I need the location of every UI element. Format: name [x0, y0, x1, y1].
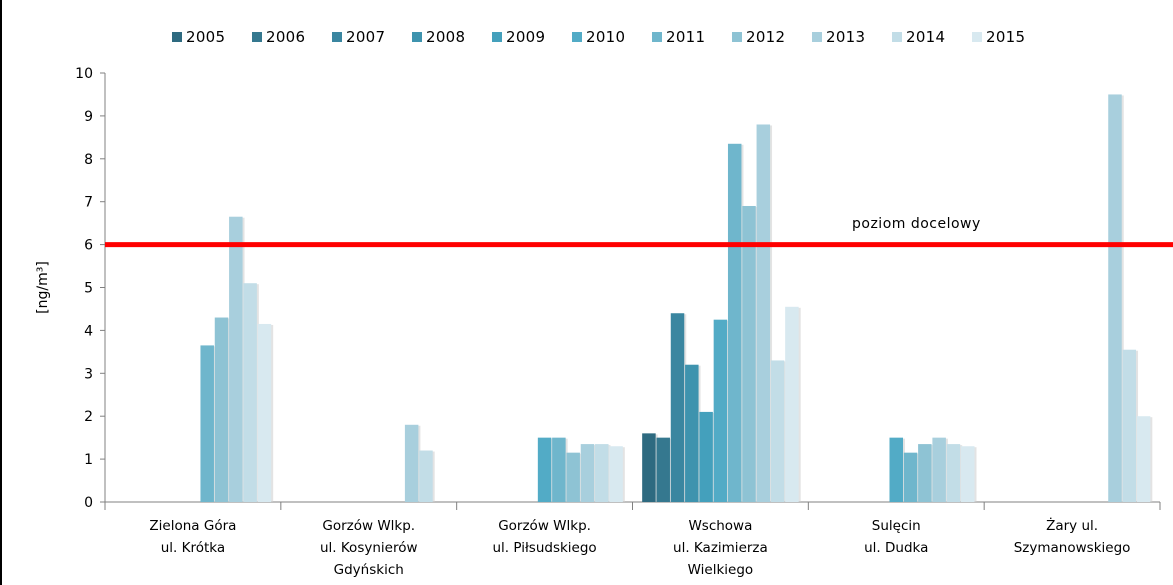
x-category-label: ul. Kazimierza	[673, 540, 768, 556]
legend-label: 2008	[426, 28, 465, 46]
x-category-label: Wielkiego	[688, 562, 754, 578]
y-tick-label: 5	[84, 281, 93, 297]
x-category-label: Szymanowskiego	[1014, 540, 1131, 556]
y-tick-label: 6	[84, 238, 93, 254]
bar	[699, 411, 713, 502]
bar	[595, 444, 609, 502]
bar	[961, 446, 975, 502]
bar	[918, 444, 932, 502]
y-tick-label: 3	[84, 366, 93, 382]
y-tick-label: 4	[84, 323, 93, 339]
legend-swatch	[332, 32, 342, 42]
legend-swatch	[812, 32, 822, 42]
x-category-label: Gorzów Wlkp.	[322, 518, 415, 534]
bar	[946, 444, 961, 502]
bar	[785, 306, 799, 502]
legend-swatch	[172, 32, 182, 42]
bar	[1136, 416, 1151, 502]
x-category-label: ul. Krótka	[161, 540, 225, 556]
y-axis-label: [ng/m³]	[35, 261, 51, 314]
bar	[756, 124, 771, 502]
legend-swatch	[492, 32, 502, 42]
bar	[713, 319, 728, 502]
bar	[903, 452, 918, 502]
bar	[742, 205, 756, 503]
legend-label: 2015	[986, 28, 1025, 46]
bar	[727, 143, 742, 502]
legend-swatch	[732, 32, 742, 42]
bar	[229, 216, 243, 502]
legend-label: 2011	[666, 28, 705, 46]
legend-label: 2007	[346, 28, 385, 46]
bar	[552, 437, 566, 502]
legend-label: 2009	[506, 28, 545, 46]
bar	[932, 437, 946, 502]
bar	[656, 437, 670, 502]
x-category-label: Gdyńskich	[334, 562, 404, 578]
bar	[404, 424, 419, 502]
x-category-label: ul. Dudka	[864, 540, 928, 556]
bar	[419, 450, 433, 502]
y-tick-label: 0	[84, 495, 93, 511]
y-tick-label: 10	[75, 66, 93, 82]
legend-label: 2010	[586, 28, 625, 46]
x-category-label: ul. Piłsudskiego	[492, 540, 596, 556]
legend-label: 2005	[186, 28, 225, 46]
x-category-label: ul. Kosynierów	[320, 540, 418, 556]
bar	[889, 437, 903, 502]
legend-swatch	[252, 32, 262, 42]
x-category-label: Zielona Góra	[149, 518, 236, 534]
legend-swatch	[972, 32, 982, 42]
bar	[770, 360, 785, 502]
left-border	[0, 0, 2, 585]
bar	[1108, 94, 1122, 502]
bar	[670, 313, 685, 502]
legend-swatch	[412, 32, 422, 42]
y-tick-label: 7	[84, 195, 93, 211]
bar	[685, 364, 699, 502]
bar	[642, 433, 656, 502]
x-category-label: Sulęcin	[872, 518, 921, 534]
y-tick-label: 2	[84, 409, 93, 425]
bar	[580, 444, 595, 502]
x-category-label: Żary ul.	[1046, 516, 1098, 534]
legend-label: 2013	[826, 28, 865, 46]
x-category-label: Wschowa	[688, 518, 752, 534]
y-tick-label: 8	[84, 152, 93, 168]
bar	[243, 283, 257, 502]
bar	[200, 345, 214, 502]
legend-label: 2012	[746, 28, 785, 46]
bar	[537, 437, 552, 502]
legend-swatch	[652, 32, 662, 42]
legend-label: 2014	[906, 28, 945, 46]
bar	[1122, 349, 1137, 502]
bar	[609, 446, 623, 502]
legend-label: 2006	[266, 28, 305, 46]
bar	[566, 452, 580, 502]
threshold-label: poziom docelowy	[852, 216, 981, 232]
legend-swatch	[572, 32, 582, 42]
bar	[257, 323, 272, 502]
bar	[214, 317, 229, 502]
legend-swatch	[892, 32, 902, 42]
y-tick-label: 1	[84, 452, 93, 468]
x-category-label: Gorzów Wlkp.	[498, 518, 591, 534]
y-tick-label: 9	[84, 109, 93, 125]
